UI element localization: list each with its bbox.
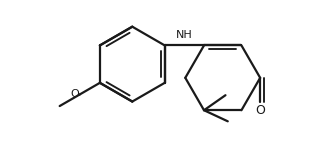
Text: O: O [255, 104, 265, 118]
Text: O: O [70, 89, 79, 99]
Text: NH: NH [176, 30, 193, 40]
